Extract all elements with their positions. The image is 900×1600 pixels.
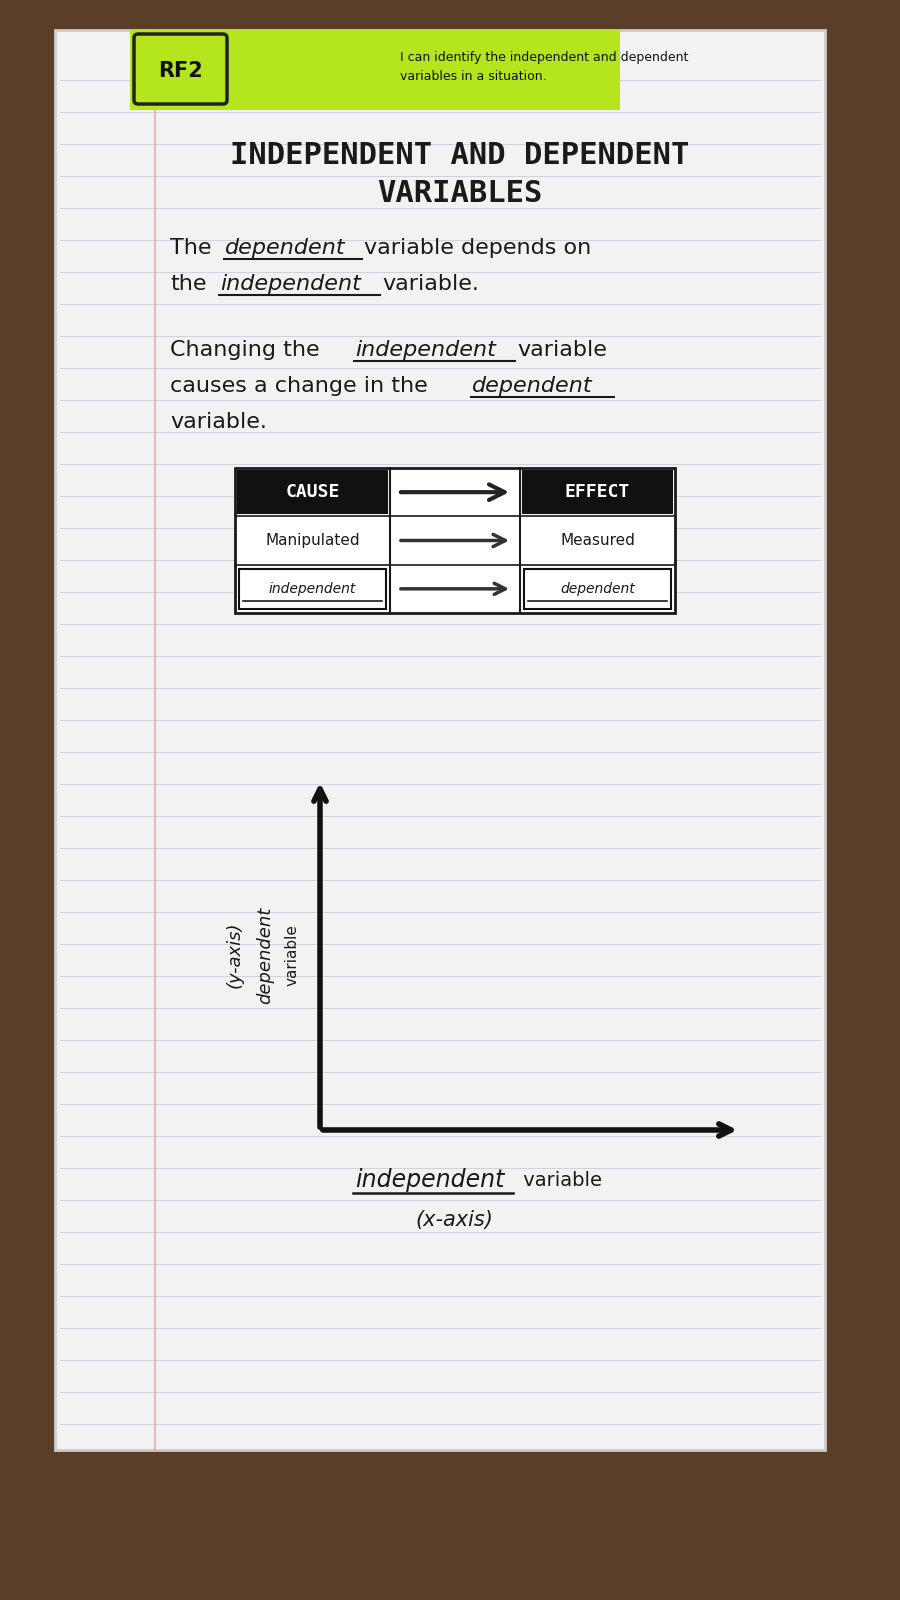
Text: variable: variable (517, 1171, 602, 1189)
Text: the: the (170, 274, 206, 294)
Text: INDEPENDENT AND DEPENDENT: INDEPENDENT AND DEPENDENT (230, 141, 689, 170)
Text: variables in a situation.: variables in a situation. (400, 69, 546, 83)
Text: VARIABLES: VARIABLES (377, 179, 543, 208)
Bar (239, 568, 386, 610)
Text: Manipulated: Manipulated (266, 533, 360, 547)
Text: independent: independent (355, 1168, 504, 1192)
Bar (524, 568, 671, 610)
Bar (238, 470, 387, 514)
Text: RF2: RF2 (158, 61, 203, 82)
Bar (235, 467, 675, 613)
Text: Measured: Measured (560, 533, 634, 547)
Text: variable: variable (517, 341, 607, 360)
Text: causes a change in the: causes a change in the (170, 376, 428, 395)
Bar (130, 30, 620, 110)
Text: variable.: variable. (170, 411, 267, 432)
Text: variable: variable (284, 925, 300, 986)
Text: The: The (170, 238, 211, 258)
Text: independent: independent (269, 582, 356, 595)
Text: independent: independent (220, 274, 361, 294)
FancyBboxPatch shape (134, 34, 227, 104)
Bar (55, 30, 825, 1450)
Text: Changing the: Changing the (170, 341, 320, 360)
Text: (y-axis): (y-axis) (226, 922, 244, 989)
Text: variable depends on: variable depends on (364, 238, 591, 258)
Bar (523, 470, 672, 514)
Text: I can identify the independent and dependent: I can identify the independent and depen… (400, 51, 688, 64)
Text: dependent: dependent (225, 238, 346, 258)
Text: CAUSE: CAUSE (285, 483, 339, 501)
Text: independent: independent (355, 341, 496, 360)
Text: variable.: variable. (382, 274, 479, 294)
Text: dependent: dependent (560, 582, 634, 595)
Text: dependent: dependent (256, 906, 274, 1003)
Text: (x-axis): (x-axis) (415, 1210, 493, 1230)
Text: EFFECT: EFFECT (565, 483, 630, 501)
Text: dependent: dependent (472, 376, 592, 395)
